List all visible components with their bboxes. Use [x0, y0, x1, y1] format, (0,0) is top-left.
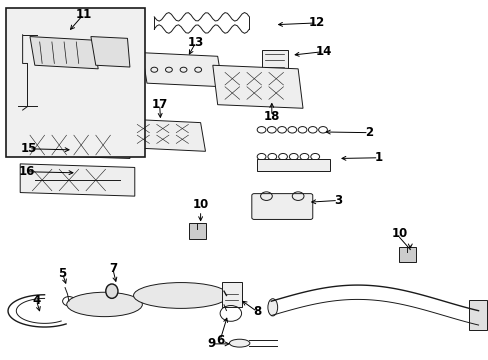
Bar [398, 247, 415, 262]
Polygon shape [125, 119, 205, 151]
Text: 16: 16 [19, 165, 35, 178]
Bar [221, 282, 242, 307]
Bar [189, 224, 205, 239]
Polygon shape [91, 37, 130, 67]
Bar [256, 159, 329, 171]
Text: 18: 18 [263, 110, 280, 123]
Polygon shape [20, 132, 130, 158]
Text: 6: 6 [216, 334, 224, 347]
Bar [5, 8, 144, 157]
Text: 15: 15 [21, 142, 37, 155]
Text: 10: 10 [192, 198, 208, 211]
Ellipse shape [105, 284, 118, 298]
Ellipse shape [229, 339, 249, 347]
Ellipse shape [133, 283, 228, 309]
Text: 8: 8 [252, 305, 261, 318]
Polygon shape [30, 37, 98, 69]
Text: 1: 1 [374, 151, 382, 164]
Text: 2: 2 [364, 126, 372, 139]
FancyBboxPatch shape [251, 194, 312, 220]
Text: 17: 17 [151, 98, 167, 111]
Ellipse shape [67, 292, 142, 317]
Text: 3: 3 [333, 194, 342, 207]
Text: 11: 11 [75, 8, 92, 21]
Text: 9: 9 [207, 337, 215, 350]
Text: 4: 4 [32, 294, 41, 307]
Polygon shape [142, 53, 222, 87]
Text: 13: 13 [187, 36, 203, 49]
Text: 12: 12 [308, 17, 324, 30]
Ellipse shape [470, 306, 481, 324]
Bar [468, 300, 487, 330]
Text: 7: 7 [108, 262, 117, 275]
Polygon shape [212, 65, 303, 108]
Ellipse shape [267, 299, 277, 316]
Text: 5: 5 [59, 267, 66, 280]
Polygon shape [20, 164, 135, 196]
Bar [261, 50, 288, 74]
Text: 10: 10 [390, 226, 407, 239]
Text: 14: 14 [315, 45, 331, 58]
